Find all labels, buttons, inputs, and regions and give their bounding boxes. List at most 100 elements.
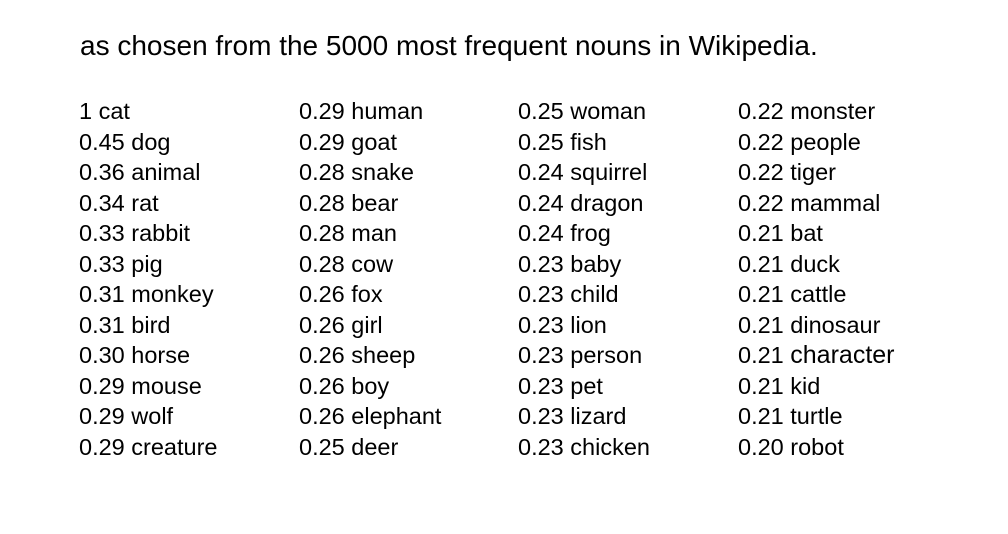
score-value: 0.23 — [518, 372, 564, 399]
score-value: 0.25 — [518, 128, 564, 155]
score-value: 0.26 — [299, 281, 345, 307]
list-item: 0.25 woman — [518, 96, 733, 127]
noun-word: dragon — [570, 189, 644, 216]
noun-word: people — [790, 128, 861, 155]
list-item: 0.26 fox — [299, 279, 514, 310]
list-item: 0.23 chicken — [518, 432, 733, 463]
noun-word: character — [790, 341, 895, 369]
noun-word: robot — [790, 433, 844, 460]
similarity-column-3: 0.25 woman 0.25 fish 0.24 squirrel 0.24 … — [518, 96, 733, 462]
list-item: 0.26 boy — [299, 371, 514, 402]
noun-word: pet — [570, 372, 603, 399]
similarity-column-4: 0.22 monster 0.22 people 0.22 tiger 0.22… — [738, 96, 953, 462]
noun-word: pig — [131, 250, 163, 277]
similarity-column-2: 0.29 human 0.29 goat 0.28 snake 0.28 bea… — [299, 96, 514, 462]
score-value: 0.29 — [299, 98, 345, 124]
list-item: 0.20 robot — [738, 432, 953, 463]
score-value: 0.23 — [518, 281, 564, 307]
list-item: 0.22 tiger — [738, 157, 953, 188]
noun-word: wolf — [131, 403, 174, 429]
list-item: 0.21 duck — [738, 249, 953, 280]
similarity-column-1: 1 cat 0.45 dog 0.36 animal 0.34 rat 0.33… — [79, 96, 294, 462]
score-value: 0.26 — [299, 311, 345, 338]
score-value: 0.36 — [79, 159, 125, 185]
noun-word: creature — [131, 433, 218, 460]
noun-word: human — [351, 98, 424, 124]
score-value: 0.21 — [738, 372, 784, 399]
noun-word: chicken — [570, 433, 650, 460]
noun-word: mammal — [790, 189, 881, 216]
score-value: 0.23 — [518, 403, 564, 429]
list-item: 0.36 animal — [79, 157, 294, 188]
score-value: 1 — [79, 98, 93, 124]
noun-word: child — [570, 281, 619, 307]
list-item: 0.34 rat — [79, 188, 294, 219]
list-item: 0.22 mammal — [738, 188, 953, 219]
noun-word: horse — [131, 342, 191, 368]
list-item: 0.23 person — [518, 340, 733, 371]
list-item: 0.21 cattle — [738, 279, 953, 310]
score-value: 0.21 — [738, 220, 784, 246]
noun-word: duck — [790, 250, 840, 277]
list-item: 0.33 rabbit — [79, 218, 294, 249]
list-item: 0.22 monster — [738, 96, 953, 127]
noun-word: lizard — [570, 403, 627, 429]
score-value: 0.29 — [299, 128, 345, 155]
noun-word: rat — [131, 189, 159, 216]
list-item: 0.28 man — [299, 218, 514, 249]
noun-word: elephant — [351, 403, 442, 429]
list-item: 0.21 turtle — [738, 401, 953, 432]
noun-word: bear — [351, 189, 399, 216]
noun-word: cat — [98, 98, 130, 124]
noun-word: girl — [351, 311, 383, 338]
noun-word: deer — [351, 433, 399, 460]
list-item: 0.29 goat — [299, 127, 514, 158]
list-item: 0.23 lion — [518, 310, 733, 341]
score-value: 0.34 — [79, 189, 125, 216]
score-value: 0.26 — [299, 403, 345, 429]
score-value: 0.28 — [299, 159, 345, 185]
score-value: 0.28 — [299, 220, 345, 246]
list-item: 0.21 bat — [738, 218, 953, 249]
score-value: 0.22 — [738, 128, 784, 155]
list-item: 0.31 monkey — [79, 279, 294, 310]
score-value: 0.28 — [299, 189, 345, 216]
noun-word: lion — [570, 311, 607, 338]
noun-word: kid — [790, 372, 821, 399]
noun-word: monkey — [131, 281, 214, 307]
noun-word: snake — [351, 159, 414, 185]
noun-word: turtle — [790, 403, 843, 429]
score-value: 0.25 — [518, 98, 564, 124]
score-value: 0.26 — [299, 342, 345, 368]
noun-word: dinosaur — [790, 311, 881, 338]
score-value: 0.31 — [79, 311, 125, 338]
list-item: 0.28 bear — [299, 188, 514, 219]
noun-word: frog — [570, 220, 611, 246]
noun-word: goat — [351, 128, 398, 155]
list-item: 0.22 people — [738, 127, 953, 158]
list-item: 0.25 deer — [299, 432, 514, 463]
score-value: 0.21 — [738, 342, 784, 368]
noun-word: animal — [131, 159, 201, 185]
page-heading: as chosen from the 5000 most frequent no… — [80, 30, 818, 61]
score-value: 0.21 — [738, 311, 784, 338]
score-value: 0.33 — [79, 250, 125, 277]
noun-word: bat — [790, 220, 823, 246]
noun-word: fish — [570, 128, 607, 155]
list-item: 0.21 kid — [738, 371, 953, 402]
list-item: 0.23 child — [518, 279, 733, 310]
list-item: 0.21 character — [738, 340, 953, 371]
noun-word: cattle — [790, 281, 847, 307]
list-item: 0.33 pig — [79, 249, 294, 280]
score-value: 0.24 — [518, 189, 564, 216]
score-value: 0.29 — [79, 433, 125, 460]
list-item: 0.28 snake — [299, 157, 514, 188]
list-item: 0.26 elephant — [299, 401, 514, 432]
list-item: 0.28 cow — [299, 249, 514, 280]
score-value: 0.23 — [518, 342, 564, 368]
list-item: 0.23 pet — [518, 371, 733, 402]
list-item: 0.29 wolf — [79, 401, 294, 432]
list-item: 0.23 lizard — [518, 401, 733, 432]
noun-word: person — [570, 342, 643, 368]
noun-word: monster — [790, 98, 876, 124]
